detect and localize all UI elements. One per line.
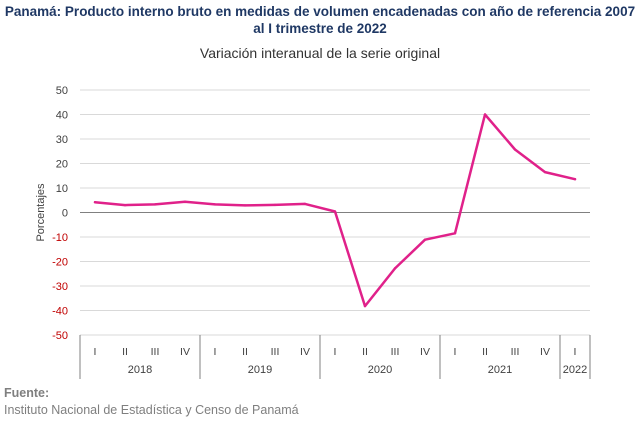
chart-title: Panamá: Producto interno bruto en medida…: [0, 3, 640, 37]
x-tick-label: I: [214, 346, 217, 358]
y-tick-label: -20: [52, 257, 68, 269]
data-point: [423, 238, 427, 241]
data-point: [483, 113, 487, 116]
chart-subtitle: Variación interanual de la serie origina…: [199, 45, 441, 61]
data-point: [213, 203, 217, 206]
data-point: [573, 177, 577, 181]
data-point: [273, 203, 277, 207]
y-tick-label: 30: [56, 134, 68, 146]
y-tick-label: 0: [62, 208, 68, 220]
y-tick-label: -40: [52, 306, 68, 318]
x-tick-label: I: [454, 346, 457, 358]
year-label: 2020: [368, 364, 392, 376]
x-tick-label: II: [122, 346, 128, 358]
source-text: Instituto Nacional de Estadística y Cens…: [4, 403, 299, 417]
data-point: [453, 232, 457, 235]
y-tick-label: 10: [56, 183, 68, 195]
chart-title-line-1: Panamá: Producto interno bruto en medida…: [4, 4, 636, 19]
x-tick-label: III: [511, 346, 520, 358]
data-point: [393, 267, 397, 270]
x-tick-label: III: [151, 346, 160, 358]
year-label: 2018: [128, 364, 152, 376]
x-tick-label: IV: [300, 346, 310, 358]
data-point: [513, 148, 517, 151]
y-tick-label: 20: [56, 159, 68, 171]
x-tick-label: I: [94, 346, 97, 358]
year-label: 2021: [488, 364, 512, 376]
chart-title-line-2: al I trimestre de 2022: [253, 21, 387, 36]
data-point: [183, 200, 187, 203]
x-tick-label: III: [391, 346, 400, 358]
year-label: 2019: [248, 364, 272, 376]
x-tick-label: IV: [420, 346, 430, 358]
year-label: 2022: [563, 364, 587, 376]
x-tick-label: I: [574, 346, 577, 358]
data-point: [363, 304, 367, 308]
y-tick-label: -30: [52, 281, 68, 293]
y-tick-label: 50: [56, 85, 68, 97]
series-line: [93, 113, 577, 308]
data-point: [333, 210, 337, 213]
x-tick-label: I: [334, 346, 337, 358]
data-point: [543, 170, 547, 174]
y-tick-label: -50: [52, 330, 68, 342]
data-point: [153, 203, 157, 206]
x-tick-label: IV: [540, 346, 550, 358]
y-tick-label: 40: [56, 110, 68, 122]
x-tick-label: IV: [180, 346, 190, 358]
data-point: [123, 203, 127, 207]
data-point: [93, 201, 97, 204]
source-label: Fuente:: [4, 386, 50, 400]
x-tick-label: II: [242, 346, 248, 358]
data-point: [303, 202, 307, 206]
x-tick-label: III: [271, 346, 280, 358]
y-axis-label: Porcentajes: [35, 183, 47, 242]
y-tick-label: -10: [52, 232, 68, 244]
x-tick-label: II: [482, 346, 488, 358]
x-tick-label: II: [362, 346, 368, 358]
data-point: [243, 204, 247, 207]
